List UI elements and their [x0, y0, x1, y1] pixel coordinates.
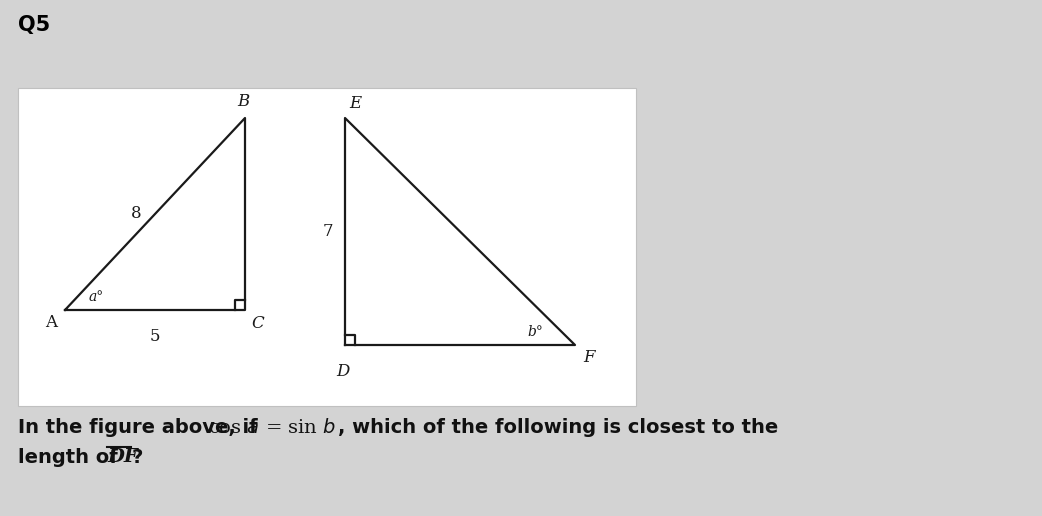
Text: ?: ?: [132, 448, 144, 467]
Text: DF: DF: [107, 448, 138, 466]
Text: B: B: [237, 93, 249, 110]
Text: Q5: Q5: [18, 15, 50, 35]
Text: C: C: [251, 315, 264, 332]
Text: a°: a°: [89, 290, 104, 304]
Text: , which of the following is closest to the: , which of the following is closest to t…: [338, 418, 778, 437]
Text: 8: 8: [130, 205, 141, 222]
Text: 7: 7: [322, 223, 333, 240]
Text: cos $a$ = sin $b$: cos $a$ = sin $b$: [208, 418, 336, 437]
Text: A: A: [45, 314, 57, 331]
Text: F: F: [584, 349, 595, 366]
Text: length of: length of: [18, 448, 124, 467]
Text: D: D: [337, 363, 350, 380]
Text: b°: b°: [527, 325, 543, 339]
Bar: [18, 88, 636, 406]
Text: 5: 5: [150, 328, 160, 345]
Text: E: E: [349, 95, 362, 112]
Text: In the figure above, if: In the figure above, if: [18, 418, 265, 437]
